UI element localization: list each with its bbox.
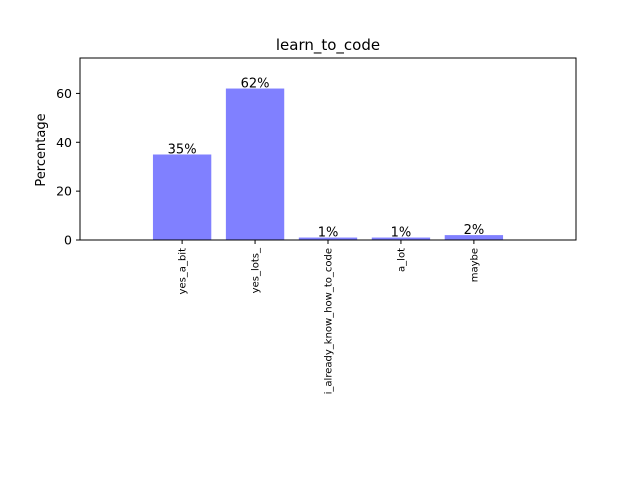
data-label: 1%: [318, 226, 339, 241]
y-tick-label: 40: [56, 135, 72, 150]
y-tick-label: 20: [56, 184, 72, 199]
data-label: 1%: [391, 226, 412, 241]
bar-yes_lots_: [225, 88, 285, 240]
x-tick-label: yes_a_bit: [178, 248, 189, 295]
bar-yes_a_bit: [152, 154, 212, 240]
bar-maybe: [444, 235, 504, 240]
x-tick-label: i_already_know_how_to_code: [324, 248, 335, 394]
data-label: 35%: [168, 142, 197, 157]
y-tick-label: 0: [64, 233, 72, 248]
data-label: 62%: [241, 77, 270, 92]
bar-i_already_know_how_to_code: [298, 237, 358, 240]
x-tick-label: a_lot: [396, 248, 407, 272]
x-tick-label: maybe: [469, 248, 480, 282]
plot-area: 35% 62% 1% 1% 2% 0 20 40 60 yes_a_bit yes_lots_ i_a…: [56, 57, 577, 394]
y-tick-label: 60: [56, 86, 72, 101]
x-tick-label: yes_lots_: [251, 247, 262, 293]
data-label: 2%: [464, 223, 485, 238]
y-axis-label: Percentage: [34, 113, 49, 186]
chart-title: learn_to_code: [276, 36, 380, 55]
bar-a_lot: [371, 237, 431, 240]
